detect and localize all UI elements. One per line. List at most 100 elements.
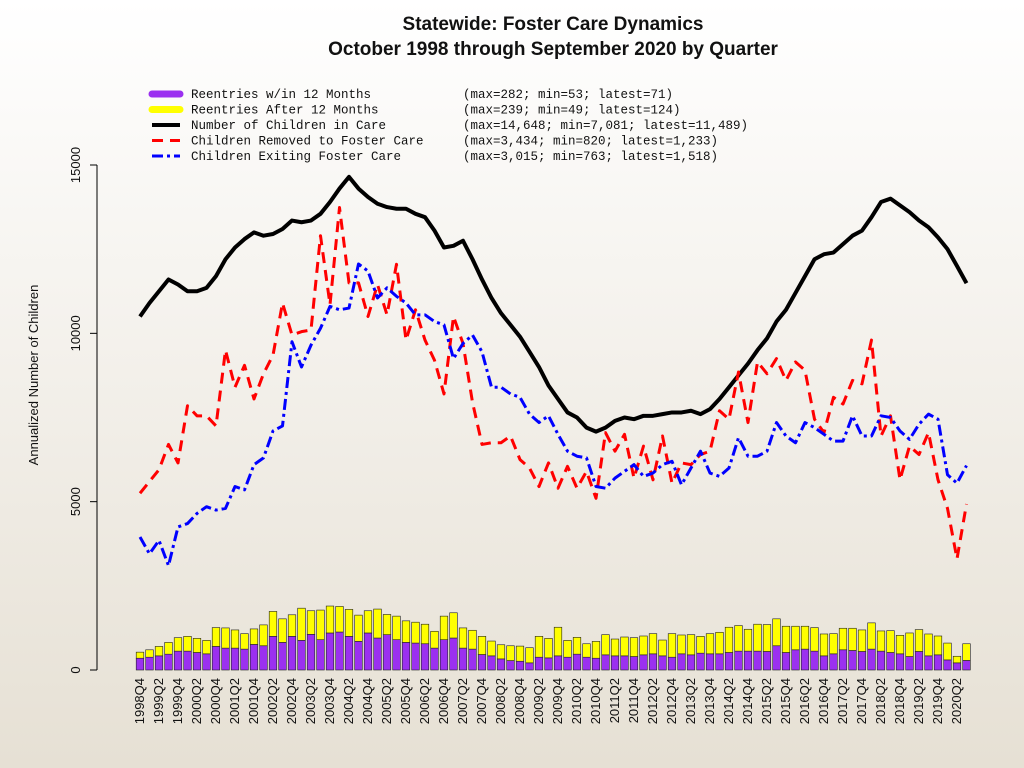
bar <box>202 640 211 655</box>
y-tick-label: 15000 <box>68 147 83 183</box>
bar <box>914 629 924 652</box>
chart-subtitle: October 1998 through September 2020 by Q… <box>328 39 778 60</box>
bar <box>753 650 762 671</box>
x-tick-label: 2019Q2 <box>911 678 926 724</box>
bar <box>344 636 354 671</box>
y-axis-label: Annualized Number of Children <box>26 285 41 466</box>
bar <box>629 637 639 657</box>
bar <box>677 653 686 671</box>
bar <box>933 635 943 656</box>
bar <box>905 656 914 671</box>
x-tick-label: 1999Q2 <box>151 678 166 724</box>
bar <box>240 648 249 671</box>
x-tick-label: 2011Q4 <box>626 678 641 723</box>
bar <box>857 629 867 652</box>
bar <box>848 650 857 671</box>
x-tick-label: 1999Q4 <box>170 678 185 724</box>
bar <box>943 659 952 671</box>
line-series <box>138 262 968 568</box>
bar <box>477 636 487 655</box>
bar <box>392 615 401 641</box>
bar <box>876 630 886 652</box>
bar <box>154 655 164 671</box>
y-tick-label: 10000 <box>68 315 83 351</box>
bar <box>506 660 515 671</box>
bar <box>620 655 629 671</box>
bar <box>449 637 458 671</box>
x-tick-label: 2005Q4 <box>398 678 413 724</box>
x-tick-label: 2017Q4 <box>854 678 869 724</box>
bar <box>696 652 705 671</box>
bar <box>601 634 610 656</box>
legend-stats: (max=14,648; min=7,081; latest=11,489) <box>463 119 748 133</box>
bar <box>183 636 192 652</box>
x-tick-label: 2001Q4 <box>246 678 261 724</box>
x-tick-label: 2006Q4 <box>436 678 451 724</box>
bar <box>335 606 344 633</box>
x-tick-label: 2013Q4 <box>702 678 717 724</box>
x-tick-label: 2003Q4 <box>322 678 337 724</box>
bar <box>952 655 962 664</box>
bar <box>829 653 838 671</box>
bar <box>838 649 848 671</box>
bar <box>477 654 487 671</box>
bar <box>278 642 287 671</box>
x-tick-label: 2004Q2 <box>341 678 356 724</box>
bar <box>667 656 677 671</box>
legend-label: Children Removed to Foster Care <box>191 135 424 149</box>
x-tick-label: 2016Q2 <box>797 678 812 724</box>
bar <box>458 647 468 671</box>
x-tick-label: 2017Q2 <box>835 678 850 724</box>
bar <box>325 605 335 634</box>
bar <box>781 652 791 671</box>
x-tick-label: 1998Q4 <box>132 678 147 724</box>
bar <box>344 609 354 637</box>
x-tick-label: 2007Q2 <box>455 678 470 724</box>
bar <box>430 647 439 671</box>
bar <box>553 655 563 671</box>
x-tick-label: 2002Q2 <box>265 678 280 724</box>
bar <box>363 632 373 671</box>
bar <box>268 636 278 671</box>
bar <box>249 644 259 671</box>
bar <box>601 654 610 671</box>
bar <box>458 627 468 649</box>
bar <box>534 636 544 658</box>
x-tick-label: 2011Q2 <box>607 678 622 723</box>
bar <box>857 651 867 671</box>
bar <box>354 641 363 671</box>
x-tick-label: 2000Q4 <box>208 678 223 724</box>
bar <box>734 650 743 671</box>
y-tick-label: 0 <box>68 666 83 673</box>
bar <box>819 655 829 671</box>
bar <box>392 639 401 671</box>
x-tick-label: 2015Q4 <box>778 678 793 724</box>
bar <box>933 654 943 671</box>
bar <box>306 610 316 635</box>
bar <box>325 632 335 671</box>
bar <box>449 612 458 639</box>
bar <box>316 639 325 671</box>
bar <box>563 656 572 671</box>
bar <box>810 650 819 671</box>
bar <box>230 629 240 649</box>
bar <box>287 636 297 671</box>
bar <box>544 638 553 659</box>
bar <box>895 635 905 655</box>
bar <box>591 657 601 671</box>
x-tick-label: 2018Q2 <box>873 678 888 724</box>
bar <box>135 657 145 671</box>
bar <box>411 621 420 644</box>
bar <box>135 651 145 659</box>
bar <box>221 627 230 649</box>
bar <box>192 638 202 653</box>
bar <box>382 634 392 671</box>
bar <box>886 630 895 653</box>
x-tick-label: 2016Q4 <box>816 678 831 724</box>
x-tick-label: 2004Q4 <box>360 678 375 724</box>
bar <box>553 626 563 657</box>
bar <box>192 652 202 671</box>
bar <box>363 610 373 634</box>
bar <box>249 628 259 645</box>
